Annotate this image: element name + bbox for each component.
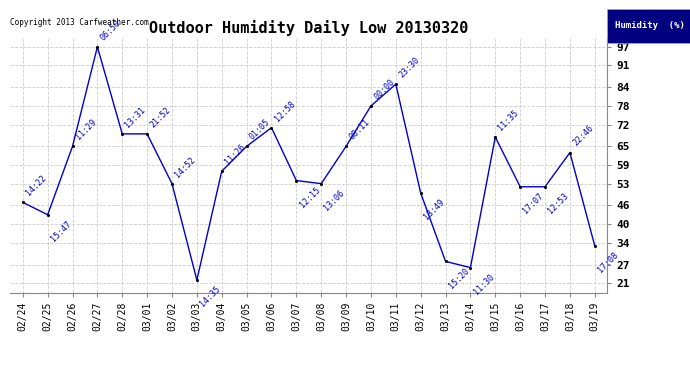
Point <box>440 258 451 264</box>
Point <box>17 200 28 206</box>
Text: Copyright 2013 Carfweather.com: Copyright 2013 Carfweather.com <box>10 18 149 27</box>
Text: 13:31: 13:31 <box>124 105 148 129</box>
Point <box>191 277 202 283</box>
Point <box>92 44 103 50</box>
Text: 11:30: 11:30 <box>472 272 495 296</box>
Point <box>241 143 252 149</box>
Point <box>366 103 377 109</box>
Text: 14:52: 14:52 <box>173 155 197 179</box>
Point <box>290 177 302 183</box>
Text: 12:15: 12:15 <box>297 185 322 209</box>
Text: Humidity  (%): Humidity (%) <box>615 21 685 30</box>
Point <box>564 150 575 156</box>
Point <box>341 143 352 149</box>
Text: 11:35: 11:35 <box>497 108 520 132</box>
Text: 15:47: 15:47 <box>49 219 73 243</box>
Text: 11:29: 11:29 <box>74 118 98 142</box>
Text: 13:06: 13:06 <box>322 188 346 212</box>
Point <box>67 143 78 149</box>
Point <box>141 131 152 137</box>
Text: 13:49: 13:49 <box>422 198 446 222</box>
Text: 06:50: 06:50 <box>99 18 123 42</box>
Text: 12:58: 12:58 <box>273 99 297 123</box>
Title: Outdoor Humidity Daily Low 20130320: Outdoor Humidity Daily Low 20130320 <box>149 20 469 36</box>
Text: 08:11: 08:11 <box>347 118 371 142</box>
Text: 21:52: 21:52 <box>148 105 172 129</box>
Point <box>540 184 551 190</box>
Point <box>391 81 402 87</box>
Text: 22:46: 22:46 <box>571 124 595 148</box>
Text: 15:20: 15:20 <box>447 266 471 290</box>
Point <box>465 265 476 271</box>
Text: 12:53: 12:53 <box>546 191 571 216</box>
Point <box>166 181 177 187</box>
Text: 14:22: 14:22 <box>24 174 48 198</box>
Text: 00:00: 00:00 <box>372 77 396 101</box>
Point <box>490 134 501 140</box>
Text: 11:26: 11:26 <box>223 142 247 166</box>
Text: 14:35: 14:35 <box>198 285 222 309</box>
Text: 17:08: 17:08 <box>596 251 620 274</box>
Point <box>42 212 53 218</box>
Point <box>117 131 128 137</box>
Text: 23:30: 23:30 <box>397 56 421 80</box>
Point <box>589 243 600 249</box>
Text: 01:05: 01:05 <box>248 118 272 142</box>
Text: 17:07: 17:07 <box>522 191 545 216</box>
Point <box>216 168 227 174</box>
Point <box>266 124 277 130</box>
Point <box>515 184 526 190</box>
Point <box>415 190 426 196</box>
Point <box>316 181 327 187</box>
